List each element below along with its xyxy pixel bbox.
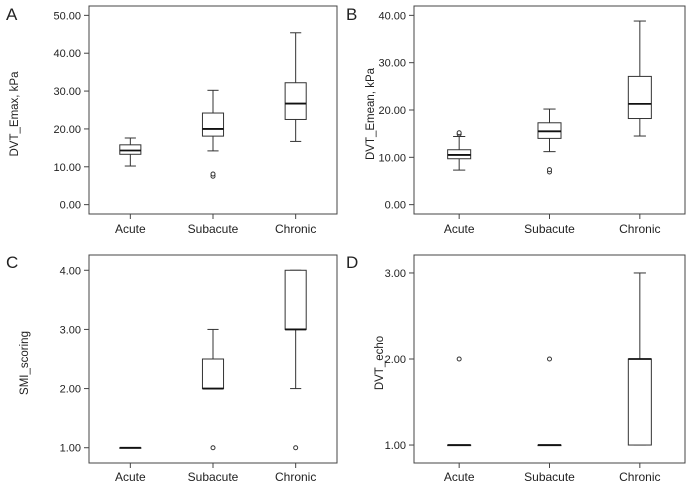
outlier-point xyxy=(293,445,299,451)
x-category-label: Subacute xyxy=(524,222,575,236)
y-tick-label: 2.00 xyxy=(385,354,406,366)
box-acute xyxy=(447,356,472,447)
outlier-point xyxy=(456,356,462,362)
y-tick-label: 4.00 xyxy=(60,265,81,277)
iqr-box xyxy=(201,112,225,137)
panel-letter: B xyxy=(346,5,357,24)
iqr-box xyxy=(627,75,652,120)
y-tick-label: 0.00 xyxy=(385,200,406,212)
y-tick-label: 1.00 xyxy=(60,443,81,455)
box-chronic xyxy=(627,272,652,446)
y-tick-label: 40.00 xyxy=(53,48,81,60)
y-tick-label: 20.00 xyxy=(53,124,81,136)
x-category-label: Subacute xyxy=(188,470,239,484)
y-axis-label: DVT_Emean, kPa xyxy=(365,67,377,160)
y-tick-label: 3.00 xyxy=(60,324,81,336)
x-category-label: Subacute xyxy=(524,470,575,484)
y-tick-label: 20.00 xyxy=(378,105,406,117)
y-tick-label: 10.00 xyxy=(53,162,81,174)
x-category-label: Chronic xyxy=(619,222,660,236)
box-subacute xyxy=(201,89,225,179)
box-subacute xyxy=(201,328,225,451)
outlier-point xyxy=(210,171,216,177)
y-tick-label: 2.00 xyxy=(60,384,81,396)
y-axis-label: SMI_scoring xyxy=(19,331,31,395)
iqr-box xyxy=(119,144,142,155)
y-axis-label: DVT_Emax, kPa xyxy=(9,71,21,157)
iqr-box xyxy=(201,358,225,390)
box-acute xyxy=(119,137,142,167)
y-tick-label: 40.00 xyxy=(378,10,406,22)
panel-b: B 0.00 10.00 20.00 30.00 40.00 DVT_Emean, kPa A… xyxy=(346,5,686,236)
x-category-label: Chronic xyxy=(619,470,660,484)
y-tick-label: 30.00 xyxy=(378,58,406,70)
y-tick-label: 50.00 xyxy=(53,10,81,22)
box-subacute xyxy=(537,108,562,175)
x-category-label: Chronic xyxy=(275,470,316,484)
panel-c: C 1.00 2.00 3.00 4.00 SMI_scoring Acute Subacut… xyxy=(6,253,338,484)
box-subacute xyxy=(537,356,562,447)
outlier-point xyxy=(547,167,552,173)
panel-letter: D xyxy=(346,253,358,272)
outlier-point xyxy=(456,130,462,136)
y-axis-label: DVT_echo xyxy=(374,336,386,390)
iqr-box xyxy=(284,82,307,120)
panel-d: D 1.00 2.00 3.00 DVT_echo Acute Subacute Chroni… xyxy=(346,253,686,484)
x-category-label: Chronic xyxy=(275,222,316,236)
panel-letter: C xyxy=(6,253,18,272)
y-tick-label: 1.00 xyxy=(385,440,406,452)
outlier-point xyxy=(547,356,552,362)
x-category-label: Acute xyxy=(115,470,146,484)
x-category-label: Subacute xyxy=(188,222,239,236)
panel-a: A 0.00 10.00 20.00 30.00 40.00 50.00 DVT_Emax, … xyxy=(6,5,338,236)
box-acute xyxy=(119,446,142,449)
y-tick-label: 10.00 xyxy=(378,152,406,164)
x-category-label: Acute xyxy=(444,222,475,236)
box-chronic xyxy=(284,269,307,451)
x-category-label: Acute xyxy=(444,470,475,484)
y-tick-label: 0.00 xyxy=(60,200,81,212)
box-acute xyxy=(447,130,472,171)
iqr-box xyxy=(284,269,307,330)
y-tick-label: 30.00 xyxy=(53,86,81,98)
y-tick-label: 3.00 xyxy=(385,268,406,280)
panel-letter: A xyxy=(6,5,18,24)
x-category-label: Acute xyxy=(115,222,146,236)
outlier-point xyxy=(210,445,216,451)
iqr-box xyxy=(627,358,652,446)
box-chronic xyxy=(284,32,307,142)
box-chronic xyxy=(627,20,652,137)
